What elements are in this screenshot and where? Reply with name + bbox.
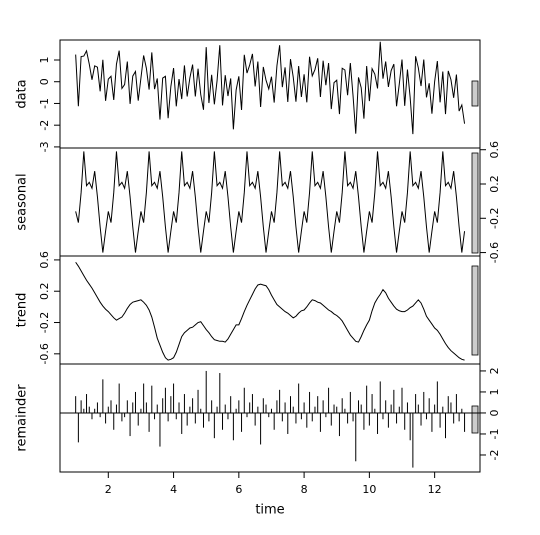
- scale-bar: [471, 405, 479, 434]
- series-line: [75, 151, 466, 253]
- x-tick-label: 12: [428, 483, 442, 496]
- y-tick-label: -2: [38, 120, 51, 131]
- y-tick-label: 0.6: [488, 141, 501, 159]
- y-tick-label: 2: [488, 367, 501, 374]
- y-axis-title: remainder: [15, 384, 30, 452]
- scale-bar: [471, 152, 479, 254]
- series-line: [75, 41, 466, 135]
- y-tick-label: -0.6: [38, 343, 51, 364]
- series-line: [75, 261, 465, 361]
- x-tick-label: 10: [362, 483, 376, 496]
- x-tick-label: 4: [170, 483, 177, 496]
- y-tick-label: -1: [38, 98, 51, 109]
- y-tick-label: -2: [488, 449, 501, 460]
- y-tick-label: 0.6: [38, 251, 51, 269]
- y-axis-title: seasonal: [15, 173, 30, 230]
- scale-bar: [471, 265, 479, 356]
- y-tick-label: 1: [488, 388, 501, 395]
- y-tick-label: -0.2: [38, 312, 51, 333]
- y-axis-title: data: [15, 79, 30, 108]
- y-tick-label: 0: [38, 78, 51, 85]
- y-tick-label: -1: [488, 428, 501, 439]
- y-tick-label: -3: [38, 141, 51, 152]
- y-tick-label: 0: [488, 409, 501, 416]
- x-tick-label: 6: [235, 483, 242, 496]
- y-tick-label: 0.2: [38, 282, 51, 300]
- y-axis-title: trend: [15, 293, 30, 328]
- x-tick-label: 2: [105, 483, 112, 496]
- x-axis-title: time: [255, 503, 284, 518]
- scale-bar: [471, 80, 479, 107]
- x-tick-label: 8: [301, 483, 308, 496]
- y-tick-label: -0.6: [488, 242, 501, 263]
- y-tick-label: 1: [38, 56, 51, 63]
- y-tick-label: 0.2: [488, 175, 501, 193]
- y-tick-label: -0.2: [488, 208, 501, 229]
